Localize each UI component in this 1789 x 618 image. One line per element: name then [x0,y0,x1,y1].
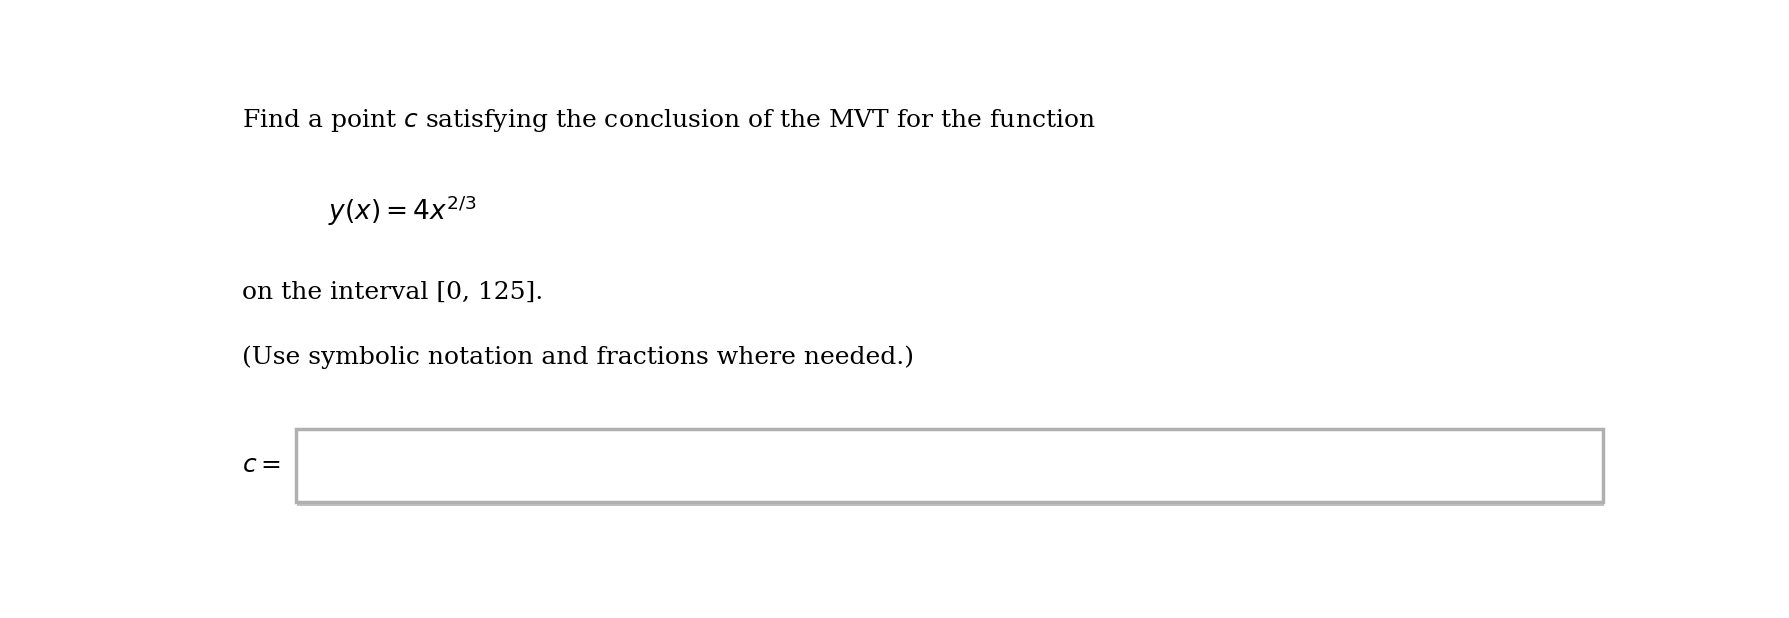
Text: on the interval [0, 125].: on the interval [0, 125]. [242,281,542,304]
FancyBboxPatch shape [295,429,1601,502]
FancyBboxPatch shape [297,433,1603,506]
Text: $c =$: $c =$ [242,454,281,477]
Text: (Use symbolic notation and fractions where needed.): (Use symbolic notation and fractions whe… [242,345,912,369]
Text: Find a point $c$ satisfying the conclusion of the MVT for the function: Find a point $c$ satisfying the conclusi… [242,108,1095,135]
Text: $y(x) = 4x^{2/3}$: $y(x) = 4x^{2/3}$ [327,193,476,227]
